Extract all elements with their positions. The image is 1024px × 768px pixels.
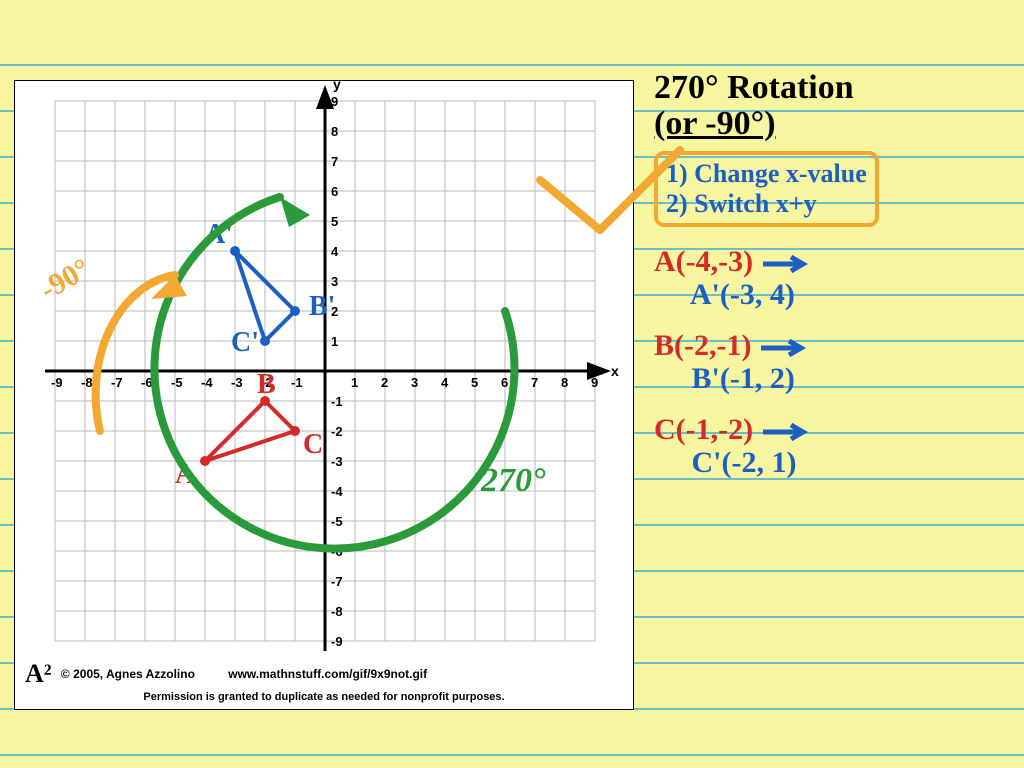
rule-2: 2) Switch x+y <box>666 189 867 219</box>
coord-C-orig: C(-1,-2) <box>654 413 761 446</box>
rule-box: 1) Change x-value 2) Switch x+y <box>654 151 879 227</box>
arrow-icon <box>761 422 809 442</box>
svg-text:5: 5 <box>331 214 338 229</box>
grid-svg: xy-9-8-7-6-5-4-3-2-1123456789-9-8-7-6-5-… <box>15 81 635 651</box>
svg-text:3: 3 <box>411 375 418 390</box>
svg-text:-1: -1 <box>331 394 343 409</box>
svg-text:9: 9 <box>591 375 598 390</box>
notes-column: 270° Rotation (or -90°) 1) Change x-valu… <box>654 70 1014 750</box>
coord-C: C(-1,-2) C'(-2, 1) <box>654 413 1014 479</box>
svg-text:1: 1 <box>351 375 358 390</box>
note-title-1: 270° Rotation <box>654 70 1014 106</box>
svg-text:6: 6 <box>331 184 338 199</box>
svg-text:-9: -9 <box>51 375 63 390</box>
svg-text:270°: 270° <box>480 462 546 499</box>
coord-B-img: B'(-1, 2) <box>692 362 795 395</box>
graph-footer: A² © 2005, Agnes Azzolino www.mathnstuff… <box>25 659 623 703</box>
svg-text:-4: -4 <box>201 375 213 390</box>
footer-logo: A² <box>25 659 52 689</box>
svg-text:-9: -9 <box>331 634 343 649</box>
coord-A: A(-4,-3) A'(-3, 4) <box>654 245 1014 311</box>
coordinate-grid-panel: xy-9-8-7-6-5-4-3-2-1123456789-9-8-7-6-5-… <box>14 80 634 710</box>
arrow-icon <box>761 254 809 274</box>
svg-text:x: x <box>611 363 619 379</box>
svg-text:-7: -7 <box>111 375 123 390</box>
svg-text:-1: -1 <box>291 375 303 390</box>
svg-text:8: 8 <box>561 375 568 390</box>
svg-text:-3: -3 <box>231 375 243 390</box>
svg-text:-2: -2 <box>331 424 343 439</box>
svg-text:7: 7 <box>331 154 338 169</box>
svg-text:-8: -8 <box>331 604 343 619</box>
rule-1: 1) Change x-value <box>666 159 867 189</box>
svg-text:-90°: -90° <box>34 252 96 307</box>
svg-text:C: C <box>303 429 323 460</box>
svg-text:-7: -7 <box>331 574 343 589</box>
svg-text:B: B <box>257 369 276 400</box>
coord-A-orig: A(-4,-3) <box>654 245 761 278</box>
note-title-2: (or -90°) <box>654 106 1014 142</box>
svg-text:y: y <box>333 81 341 92</box>
coord-B-orig: B(-2,-1) <box>654 329 759 362</box>
svg-text:C': C' <box>231 327 259 358</box>
svg-text:B': B' <box>309 291 335 322</box>
svg-text:1: 1 <box>331 334 338 349</box>
coord-C-img: C'(-2, 1) <box>692 446 797 479</box>
svg-text:6: 6 <box>501 375 508 390</box>
svg-text:-4: -4 <box>331 484 343 499</box>
svg-text:-3: -3 <box>331 454 343 469</box>
coord-A-img: A'(-3, 4) <box>690 278 795 311</box>
svg-text:-5: -5 <box>171 375 183 390</box>
svg-text:3: 3 <box>331 274 338 289</box>
footer-copyright: © 2005, Agnes Azzolino <box>61 667 195 681</box>
svg-text:2: 2 <box>381 375 388 390</box>
footer-url: www.mathnstuff.com/gif/9x9not.gif <box>228 667 427 681</box>
svg-text:8: 8 <box>331 124 338 139</box>
svg-text:4: 4 <box>331 244 339 259</box>
svg-text:4: 4 <box>441 375 449 390</box>
arrow-icon <box>759 338 807 358</box>
svg-text:-8: -8 <box>81 375 93 390</box>
coord-B: B(-2,-1) B'(-1, 2) <box>654 329 1014 395</box>
svg-text:-5: -5 <box>331 514 343 529</box>
footer-permission: Permission is granted to duplicate as ne… <box>25 691 623 703</box>
svg-text:7: 7 <box>531 375 538 390</box>
svg-text:9: 9 <box>331 94 338 109</box>
svg-text:5: 5 <box>471 375 478 390</box>
